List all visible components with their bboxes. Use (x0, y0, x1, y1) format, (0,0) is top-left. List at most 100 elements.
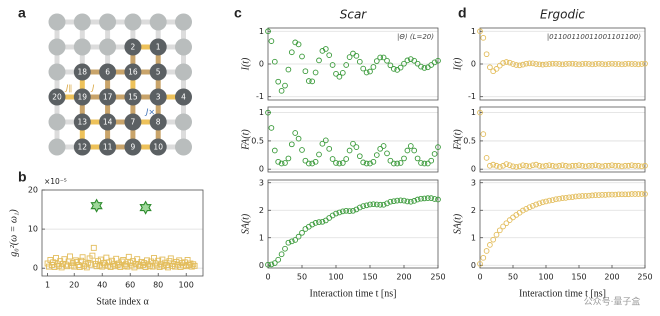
qubit (124, 63, 142, 81)
point (628, 61, 635, 67)
y-tick-label: 0 (471, 60, 476, 69)
point (339, 69, 346, 76)
x-tick-label: 100 (328, 273, 343, 282)
idle-qubit (73, 38, 91, 56)
point (428, 157, 435, 164)
point (350, 207, 356, 214)
point (635, 61, 642, 68)
point (556, 195, 563, 202)
point (346, 208, 353, 214)
point (282, 160, 288, 166)
point (312, 158, 319, 165)
watermark: 公众号·量子盒 (584, 296, 641, 308)
point (295, 41, 302, 48)
point (165, 264, 171, 271)
point (356, 204, 363, 211)
coupler (181, 80, 186, 89)
point (278, 160, 285, 167)
qubit-label: 11 (103, 143, 113, 152)
point (523, 162, 530, 169)
point (543, 198, 549, 205)
y-tick-label: -1 (468, 92, 476, 101)
point (642, 162, 648, 169)
coupler (130, 80, 136, 89)
coupler (130, 30, 136, 39)
x-tick-label: 100 (179, 281, 194, 290)
point (411, 57, 418, 64)
idle-qubit (175, 13, 192, 31)
point (529, 203, 536, 209)
coupler (155, 130, 161, 139)
point (628, 162, 635, 169)
point (566, 60, 572, 67)
point (582, 163, 589, 170)
idle-qubit (48, 38, 66, 56)
qubit-label: 18 (78, 68, 88, 77)
point (353, 52, 360, 59)
point (387, 157, 394, 164)
qubit-label: 3 (156, 93, 161, 102)
point (480, 131, 487, 137)
coupler (115, 19, 125, 25)
point (90, 244, 97, 251)
point (299, 53, 305, 60)
x-tick-label: 50 (297, 273, 307, 282)
point (397, 160, 404, 166)
coupler (65, 119, 75, 125)
point (268, 261, 275, 268)
coupler (140, 119, 151, 125)
qubit (99, 88, 117, 106)
coupler (65, 19, 75, 25)
point (424, 160, 431, 167)
coupler (115, 144, 125, 150)
point (90, 198, 103, 213)
point (384, 150, 390, 157)
coupler (54, 105, 60, 114)
y-axis-label: g₀²(ω = ω₁) (8, 209, 19, 257)
point (285, 155, 292, 162)
point (536, 200, 543, 207)
qubit-label: 13 (78, 118, 88, 127)
qubit-label: 15 (128, 93, 138, 102)
point (302, 68, 309, 75)
point (292, 130, 299, 136)
coupler (115, 94, 125, 100)
qubit-label: 7 (131, 118, 136, 127)
point (543, 61, 549, 68)
point (387, 198, 394, 205)
point (370, 201, 377, 208)
idle-qubit (124, 13, 142, 31)
point (572, 61, 579, 67)
coupler (54, 55, 60, 64)
point (635, 162, 642, 169)
point (609, 191, 615, 198)
coupler (54, 130, 60, 139)
point (503, 59, 510, 65)
idle-qubit (175, 138, 192, 156)
x-axis-label: State index α (96, 296, 149, 307)
point (510, 61, 516, 67)
point (638, 163, 645, 170)
coupler (115, 44, 125, 50)
idle-qubit (73, 13, 91, 31)
y-axis-label: SA(t) (452, 213, 463, 234)
coupler (105, 105, 111, 114)
coupler (166, 144, 176, 150)
panel-label: b (18, 169, 27, 185)
coupler (130, 130, 136, 139)
point (312, 69, 319, 76)
point (288, 49, 295, 56)
point (394, 160, 401, 167)
coupling-label: J× (144, 108, 155, 117)
point (503, 161, 510, 167)
idle-qubit (48, 13, 66, 31)
point (411, 147, 418, 154)
point (599, 192, 605, 198)
point (333, 70, 339, 77)
point (612, 162, 619, 169)
coupler (130, 105, 136, 114)
qubit (124, 138, 142, 156)
point (493, 66, 500, 72)
point (373, 201, 380, 208)
